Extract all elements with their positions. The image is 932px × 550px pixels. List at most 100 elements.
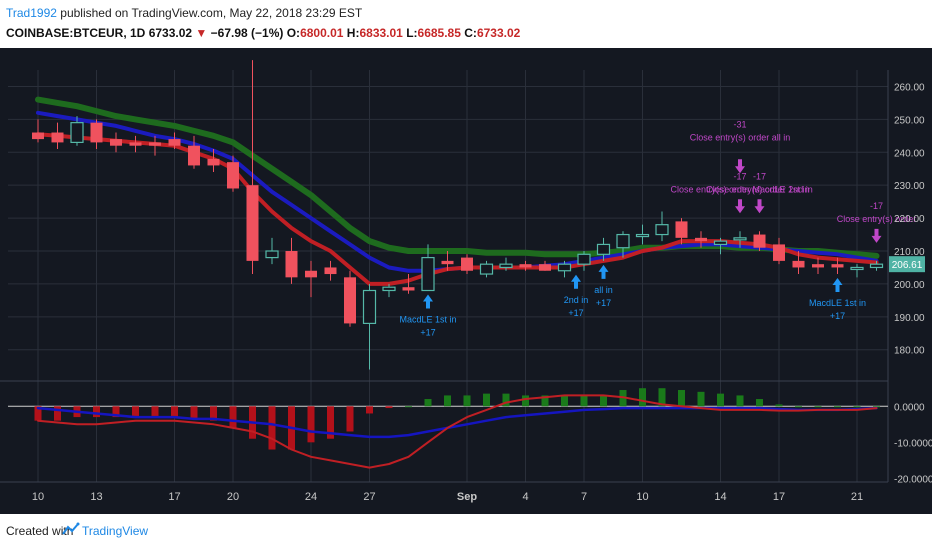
macd-histogram-bar [463,395,471,407]
price-tick-label: 230.00 [894,181,925,192]
candle-body [577,253,591,265]
macd-histogram-bar [873,406,880,408]
exit-label: Close entry(s) order [837,214,917,224]
candles [32,60,884,370]
macd-histogram-bar [834,406,841,408]
macd-histogram-bar [190,406,198,419]
low-label: L: [406,26,418,40]
candle-body [110,139,122,146]
candle-body [51,132,64,143]
candle-body [324,267,337,275]
current-price-label: 206.61 [892,260,923,271]
macd-histogram-bar [483,393,490,407]
candle-body [695,237,707,242]
close-label: C: [464,26,477,40]
tradingview-brand[interactable]: TradingView [82,524,149,538]
candle-body [70,122,84,144]
macd-histogram-bar [541,395,549,407]
candle-body [441,260,454,265]
macd-histogram-bar [717,393,724,407]
candle-body [596,243,611,255]
author-link[interactable]: Trad1992 [6,6,57,20]
entry-label: +17 [420,327,435,337]
x-tick-label: 14 [714,491,726,503]
entry-arrow-icon [598,264,609,279]
candle-body [635,233,650,238]
candle-body [616,233,630,249]
price-tick-label: 190.00 [894,313,925,324]
candle-body [519,264,532,268]
macd-histogram-bar [678,390,685,407]
macd-histogram-bar [502,393,510,407]
candle-body [675,221,688,238]
x-tick-label: 24 [305,491,317,503]
macd-histogram-bar [756,399,763,407]
candle-body [479,263,494,275]
symbol-line: COINBASE:BTCEUR, 1D 6733.02 ▼ −67.98 (−1… [6,26,520,40]
macd-histogram-bar [424,399,432,407]
entry-label: +17 [568,308,583,318]
triangle-down-icon: ▼ [195,26,208,40]
symbol-name: COINBASE:BTCEUR, 1D [6,26,146,40]
macd-histogram-bar [34,406,42,421]
macd-histogram-bar [697,391,705,407]
header-bar: Trad1992 published on TradingView.com, M… [0,0,932,48]
x-tick-label: 27 [363,491,375,503]
candle-body [285,251,298,278]
price-tick-label: 260.00 [894,82,925,93]
candle-body [90,122,103,143]
entry-label: MacdLE 1st in [399,314,456,324]
macd-histogram-bar [658,388,666,407]
x-tick-label: 10 [32,491,44,503]
exit-label: -31 [733,119,746,129]
entry-arrow-icon [423,294,433,309]
macd-histogram-bar [561,395,568,407]
candle-body [655,224,669,236]
exit-arrow-icon [871,228,882,243]
macd-histogram-bar [853,406,861,408]
macd-histogram-bar [405,406,412,408]
current-price-tag [889,256,925,273]
price-tick-label: 210.00 [894,247,925,258]
candle-body [188,145,200,166]
macd-histogram-bar [210,406,217,421]
macd-histogram-bar [151,406,159,418]
price-chart[interactable]: MacdLE 1st in +17 2nd in +17 all in +17 MacdLE… [0,48,932,514]
macd-histogram-bar [54,406,61,421]
x-tick-label: 20 [227,491,239,503]
strategy-annotations: MacdLE 1st in +17 2nd in +17 all in +17 MacdLE… [399,119,916,337]
candle-body [382,286,396,292]
x-tick-label: 7 [581,491,587,503]
candle-body [32,132,44,140]
candle-body [792,260,805,268]
close-value: 6733.02 [476,26,521,40]
macd-histogram-bar [346,406,354,432]
entry-label: all in [594,285,613,295]
exit-arrow-icon [735,159,745,174]
exit-label: Close entry(s) order 2nd in [706,184,813,194]
candle-body [753,234,766,248]
axes: 260.00250.00240.00230.00220.00210.00200.… [32,82,932,503]
macd-line [36,406,878,439]
entry-label: MacdLE 1st in [809,298,866,308]
candle-body [713,240,728,246]
candle-body [149,142,161,146]
macd-pane [8,388,888,469]
candle-body [869,263,884,269]
tradingview-logo-icon[interactable] [62,522,80,538]
open-value: 6800.01 [300,26,344,40]
signal-line [37,394,878,469]
last-price: 6733.02 [148,26,193,40]
candle-body [461,257,473,271]
candle-body [733,237,747,241]
candle-body [773,244,785,261]
candle-body [227,162,239,189]
entry-label: +17 [596,298,611,308]
candle-body [305,270,317,278]
macd-histogram-bar [580,395,588,407]
candle-body [265,250,279,259]
candle-body [207,158,220,166]
macd-tick-label: -20.0000 [894,474,932,485]
macd-histogram-bar [736,395,744,407]
candle-body [246,185,259,261]
